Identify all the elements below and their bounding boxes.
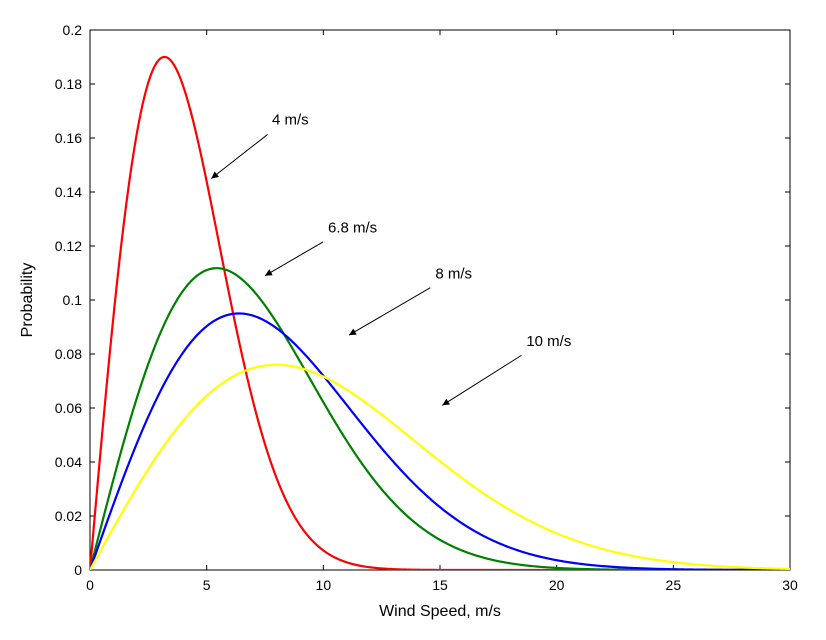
x-tick-label: 30 (782, 577, 798, 593)
annotation-label: 6.8 m/s (328, 220, 377, 237)
y-tick-label: 0.14 (55, 184, 82, 200)
chart-background (0, 0, 826, 640)
y-tick-label: 0.16 (55, 130, 82, 146)
y-tick-label: 0.04 (55, 454, 82, 470)
y-tick-label: 0.18 (55, 76, 82, 92)
chart-container: 0 5 10 15 20 25 30 0 0.02 0.04 0.06 0.08 0.1 0.12 0.14… (0, 0, 826, 640)
y-tick-label: 0.02 (55, 508, 82, 524)
x-tick-label: 10 (316, 577, 332, 593)
x-axis-label: Wind Speed, m/s (379, 603, 501, 620)
probability-chart: 0 5 10 15 20 25 30 0 0.02 0.04 0.06 0.08 0.1 0.12 0.14… (0, 0, 826, 640)
y-tick-label: 0.12 (55, 238, 82, 254)
y-tick-label: 0.1 (63, 292, 83, 308)
x-tick-label: 15 (432, 577, 448, 593)
x-tick-label: 20 (549, 577, 565, 593)
y-tick-label: 0.06 (55, 400, 82, 416)
y-tick-label: 0.08 (55, 346, 82, 362)
x-tick-label: 5 (203, 577, 211, 593)
annotation-label: 10 m/s (526, 333, 571, 350)
x-tick-label: 25 (666, 577, 682, 593)
x-tick-label: 0 (86, 577, 94, 593)
y-tick-label: 0.2 (63, 22, 83, 38)
y-tick-label: 0 (74, 562, 82, 578)
y-axis-label: Probability (19, 263, 36, 338)
annotation-label: 4 m/s (272, 112, 309, 129)
annotation-label: 8 m/s (435, 265, 472, 282)
